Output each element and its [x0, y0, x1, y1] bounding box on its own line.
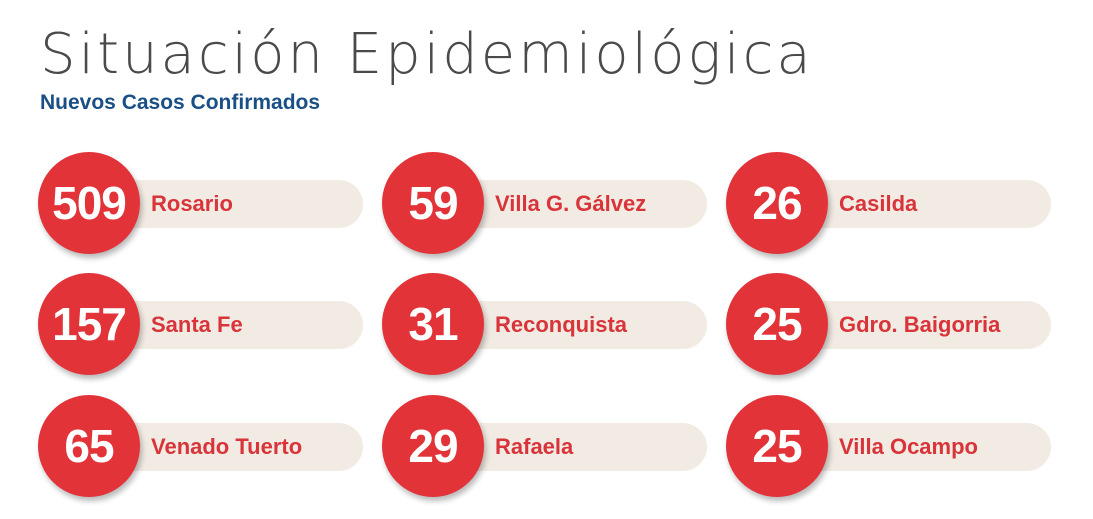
case-count-badge: 65	[38, 395, 140, 497]
case-card-rosario: 509 Rosario	[38, 152, 368, 256]
case-count-badge: 157	[38, 273, 140, 375]
case-count-badge: 59	[382, 152, 484, 254]
case-card-gdro-baigorria: 25 Gdro. Baigorria	[726, 273, 1056, 377]
case-card-rafaela: 29 Rafaela	[382, 395, 712, 499]
case-city-label: Casilda	[839, 191, 918, 216]
case-card-venado-tuerto: 65 Venado Tuerto	[38, 395, 368, 499]
case-count-badge: 26	[726, 152, 828, 254]
case-city-label: Santa Fe	[151, 312, 243, 337]
case-count-badge: 31	[382, 273, 484, 375]
case-city-label: Gdro. Baigorria	[839, 312, 1001, 337]
case-card-villa-ocampo: 25 Villa Ocampo	[726, 395, 1056, 499]
case-count-badge: 29	[382, 395, 484, 497]
case-card-casilda: 26 Casilda	[726, 152, 1056, 256]
case-city-label: Villa G. Gálvez	[495, 191, 647, 216]
case-card-villa-g-galvez: 59 Villa G. Gálvez	[382, 152, 712, 256]
case-city-label: Reconquista	[495, 312, 628, 337]
case-count-badge: 509	[38, 152, 140, 254]
page-subtitle: Nuevos Casos Confirmados	[40, 91, 321, 114]
case-count-badge: 25	[726, 395, 828, 497]
case-card-reconquista: 31 Reconquista	[382, 273, 712, 377]
case-city-label: Rafaela	[495, 434, 574, 459]
case-city-label: Villa Ocampo	[839, 434, 978, 459]
case-city-label: Venado Tuerto	[151, 434, 303, 459]
case-city-label: Rosario	[151, 191, 233, 216]
page-title: Situación Epidemiológica	[40, 22, 814, 87]
case-card-santa-fe: 157 Santa Fe	[38, 273, 368, 377]
case-count-badge: 25	[726, 273, 828, 375]
